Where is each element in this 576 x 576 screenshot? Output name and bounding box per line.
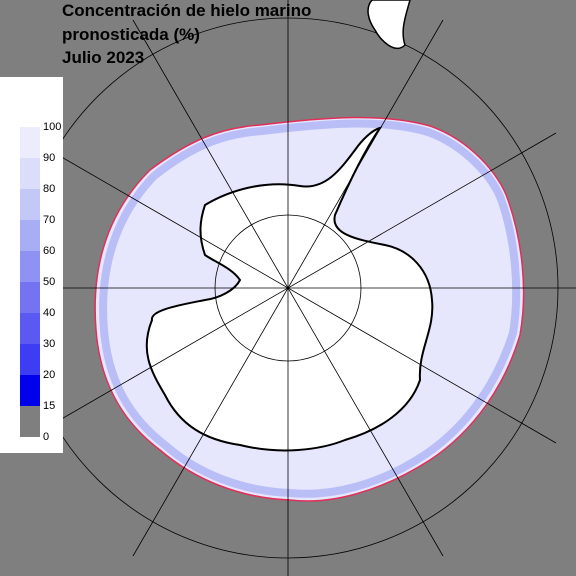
legend-label: 90: [43, 152, 55, 164]
legend-swatch: [20, 189, 40, 220]
legend-swatch: [20, 375, 40, 406]
title-line: Concentración de hielo marino: [62, 1, 311, 20]
south-america: [367, 0, 411, 50]
legend-label: 100: [43, 121, 61, 133]
sea-ice-margin: [99, 119, 521, 498]
legend-label: 80: [43, 183, 55, 195]
legend-swatch: [20, 220, 40, 251]
legend-swatch: [20, 251, 40, 282]
legend-swatch: [20, 127, 40, 158]
legend-label: 0: [43, 431, 49, 443]
title-line: pronosticada (%): [62, 25, 200, 44]
legend-swatch: [20, 282, 40, 313]
title-line: Julio 2023: [62, 48, 144, 67]
legend-swatch: [20, 344, 40, 375]
legend-label: 20: [43, 369, 55, 381]
legend-swatch: [20, 313, 40, 344]
legend-label: 40: [43, 307, 55, 319]
legend-label: 15: [43, 400, 55, 412]
legend-label: 60: [43, 245, 55, 257]
legend-label: 30: [43, 338, 55, 350]
legend-swatch: [20, 158, 40, 189]
legend-swatch: [20, 95, 40, 127]
legend-swatch: [20, 406, 40, 437]
title: Concentración de hielo marino pronosticad…: [62, 1, 311, 67]
legend: 100 90 80 70 60 50 40 30 20 15 0: [0, 77, 63, 453]
legend-label: 50: [43, 276, 55, 288]
legend-label: 70: [43, 214, 55, 226]
